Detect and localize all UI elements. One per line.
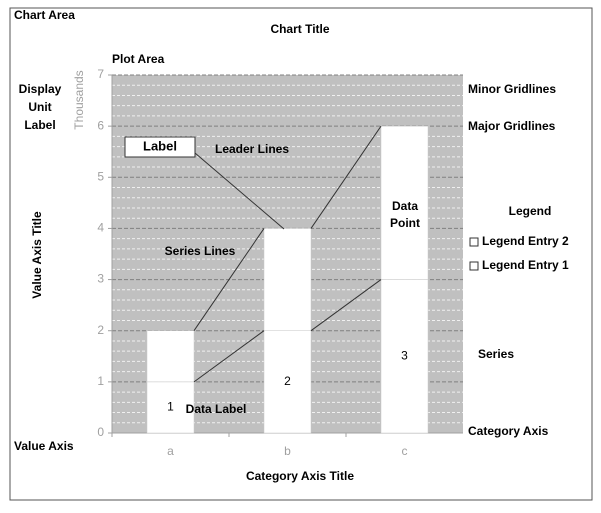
y-tick-label: 7 — [97, 67, 104, 81]
bar-segment — [263, 228, 312, 331]
legend-swatch — [469, 261, 479, 271]
annotation: Minor Gridlines — [468, 82, 556, 96]
annotation: Series Lines — [165, 244, 236, 258]
leader-line — [194, 152, 285, 230]
y-tick-label: 5 — [97, 169, 104, 183]
x-tick-label: c — [402, 444, 408, 458]
x-axis-title: Category Axis Title — [246, 469, 354, 483]
series-line — [193, 228, 265, 331]
data-label: 1 — [167, 400, 174, 414]
series-line — [310, 125, 382, 229]
bar-segment — [380, 125, 429, 280]
annotation: Series — [478, 347, 514, 361]
x-tick-label: b — [284, 444, 291, 458]
legend-entry: Legend Entry 1 — [482, 258, 569, 272]
annotation: Data Label — [186, 402, 247, 416]
annotation: Value Axis — [14, 439, 74, 453]
label-box — [124, 136, 196, 158]
display-unit: Thousands — [72, 70, 86, 129]
annotation: Data Point — [390, 199, 420, 230]
y-tick-label: 3 — [97, 272, 104, 286]
x-tick-label: a — [167, 444, 174, 458]
annotation: Label — [143, 138, 177, 153]
annotation: Chart Area — [14, 8, 75, 22]
bar-segment — [380, 279, 429, 434]
y-axis-title: Value Axis Title — [30, 211, 44, 299]
legend-entry: Legend Entry 2 — [482, 234, 569, 248]
legend-title: Legend — [509, 204, 552, 218]
annotation: Major Gridlines — [468, 119, 556, 133]
annotation: Display Unit Label — [19, 82, 62, 132]
series-line — [310, 279, 382, 332]
chart-title: Chart Title — [270, 22, 329, 36]
y-tick-label: 4 — [97, 221, 104, 235]
data-label: 3 — [401, 348, 408, 362]
annotation: Category Axis — [468, 424, 549, 438]
bar-segment — [146, 330, 195, 383]
legend-swatch — [469, 237, 479, 247]
annotation: Leader Lines — [215, 142, 289, 156]
bar-segment — [146, 381, 195, 434]
annotation: Plot Area — [112, 52, 165, 66]
y-tick-label: 2 — [97, 323, 104, 337]
y-tick-label: 0 — [97, 425, 104, 439]
y-tick-label: 1 — [97, 374, 104, 388]
y-tick-label: 6 — [97, 118, 104, 132]
data-label: 2 — [284, 374, 291, 388]
series-line — [193, 330, 265, 383]
